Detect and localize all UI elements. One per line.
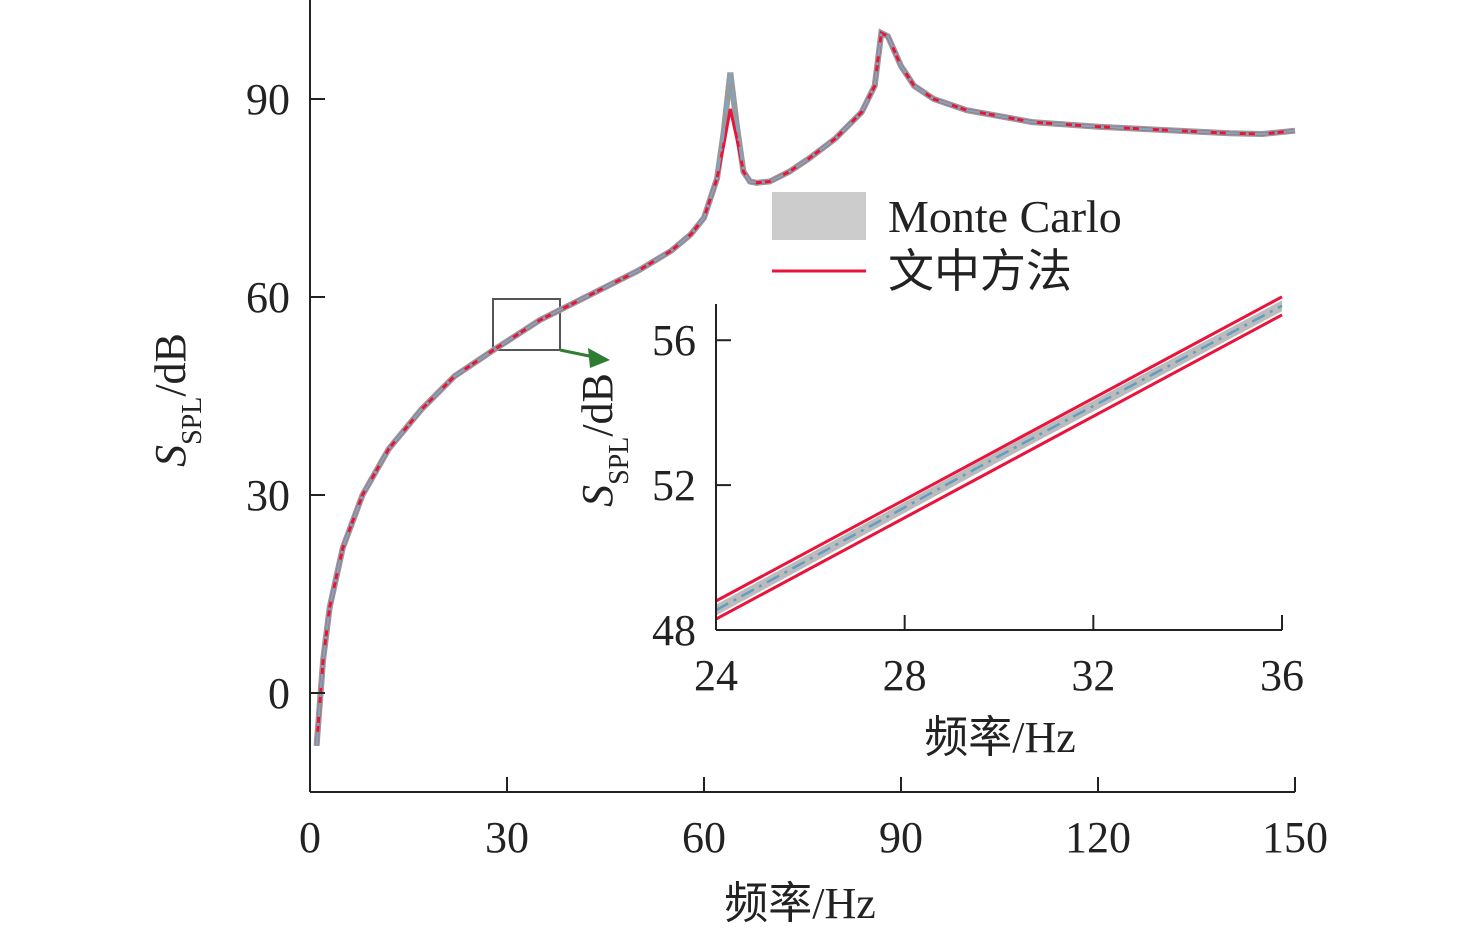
x-tick-label: 60 [682, 813, 726, 862]
legend-swatch [772, 192, 866, 240]
y-label-unit: /dB [146, 333, 195, 397]
y-tick-label: 90 [246, 75, 290, 124]
y-tick-label: 48 [652, 606, 696, 655]
y-label-text: SSPL/dB [573, 373, 635, 507]
y-tick-label: 30 [246, 471, 290, 520]
y-label-text: SSPL/dB [146, 333, 208, 467]
main-y-label: SSPL/dB [146, 333, 208, 467]
y-label-subscript: SPL [604, 437, 635, 485]
x-tick-label: 28 [883, 651, 927, 700]
line [715, 295, 1283, 603]
y-label-symbol: S [573, 485, 622, 507]
y-label-symbol: S [146, 445, 195, 467]
y-tick-label: 52 [652, 461, 696, 510]
x-tick-label: 24 [694, 651, 738, 700]
line [315, 31, 1296, 746]
x-label: 频率/Hz [724, 879, 876, 928]
x-tick-label: 32 [1071, 651, 1115, 700]
x-label: 频率/Hz [924, 713, 1076, 762]
x-tick-label: 36 [1260, 651, 1304, 700]
line [715, 313, 1283, 621]
band [716, 300, 1282, 616]
x-tick-label: 90 [879, 813, 923, 862]
x-tick-label: 120 [1065, 813, 1131, 862]
y-tick-label: 60 [246, 273, 290, 322]
inset-y-label: SSPL/dB [573, 373, 635, 507]
y-label-subscript: SPL [177, 397, 208, 445]
y-label-unit: /dB [573, 373, 622, 437]
zoom-arrow-head [588, 348, 610, 368]
legend-label: Monte Carlo [888, 191, 1122, 242]
inset-plot: 24 28 32 36 48 52 56 [652, 294, 1304, 700]
legend-label: 文中方法 [888, 246, 1072, 297]
zoom-arrow [559, 348, 595, 359]
x-tick-label: 30 [485, 813, 529, 862]
line [715, 304, 1283, 612]
x-tick-label: 150 [1262, 813, 1328, 862]
y-tick-label: 0 [268, 669, 290, 718]
y-tick-label: 56 [652, 316, 696, 365]
x-tick-label: 0 [299, 813, 321, 862]
zoom-box [492, 298, 561, 351]
